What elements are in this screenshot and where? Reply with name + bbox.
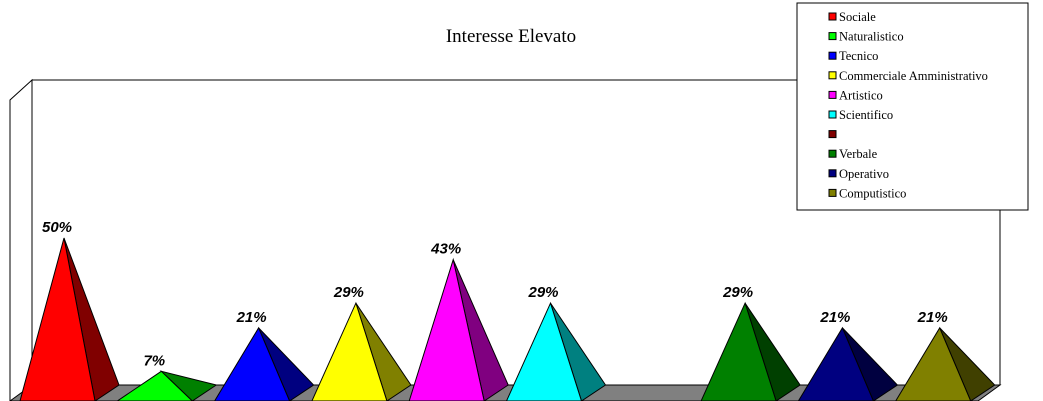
pyramid-series xyxy=(19,237,996,401)
legend-label-operativo: Operativo xyxy=(839,167,889,181)
legend-swatch-naturalistico xyxy=(828,32,837,41)
legend-swatch-blank xyxy=(828,130,837,139)
pyramid-naturalistico xyxy=(116,370,194,401)
legend-label-naturalistico: Naturalistico xyxy=(839,30,904,44)
side-wall xyxy=(9,78,33,401)
data-labels: 50% 7% 21% 29% 43% 29% 29% 21% 21% xyxy=(42,219,948,369)
legend-swatch-commerciale-amministrativo xyxy=(828,71,837,80)
legend-label-sociale: Sociale xyxy=(839,10,876,24)
legend-label-commerciale-amministrativo: Commerciale Amministrativo xyxy=(839,69,988,83)
legend-swatch-operativo xyxy=(828,169,837,178)
data-label-tecnico: 21% xyxy=(236,309,267,326)
pyramid-verbale xyxy=(700,301,777,401)
legend: Sociale Naturalistico Tecnico Commerciale A… xyxy=(796,2,1029,211)
legend-swatch-artistico xyxy=(828,90,837,99)
data-label-scientifico: 29% xyxy=(527,284,558,301)
pyramid-tecnico xyxy=(214,326,291,401)
data-label-computistico: 21% xyxy=(917,309,948,326)
data-label-sociale: 50% xyxy=(42,219,72,236)
pyramid-operativo xyxy=(797,326,874,401)
pyramid-scientifico xyxy=(505,301,583,401)
legend-label-scientifico: Scientifico xyxy=(839,108,893,122)
legend-swatch-computistico xyxy=(828,188,837,197)
legend-swatch-verbale xyxy=(828,149,837,158)
legend-swatch-scientifico xyxy=(828,110,837,119)
data-label-commerciale-amministrativo: 29% xyxy=(333,284,364,301)
data-label-verbale: 29% xyxy=(722,284,753,301)
pyramid-sociale xyxy=(19,237,96,401)
pyramid-computistico xyxy=(895,326,972,401)
legend-swatch-sociale xyxy=(828,12,837,21)
legend-swatch-tecnico xyxy=(828,51,837,60)
legend-items: Sociale Naturalistico Tecnico Commerciale A… xyxy=(828,10,988,200)
legend-label-artistico: Artistico xyxy=(839,88,883,102)
legend-label-computistico: Computistico xyxy=(839,186,906,200)
pyramid-commerciale-amministrativo xyxy=(311,301,388,401)
data-label-artistico: 43% xyxy=(430,241,461,258)
chart-title: Interesse Elevato xyxy=(446,26,576,47)
legend-label-verbale: Verbale xyxy=(839,147,878,161)
data-label-operativo: 21% xyxy=(819,309,850,326)
data-label-naturalistico: 7% xyxy=(143,352,165,369)
pyramid-artistico xyxy=(408,257,485,401)
legend-label-tecnico: Tecnico xyxy=(839,49,878,63)
